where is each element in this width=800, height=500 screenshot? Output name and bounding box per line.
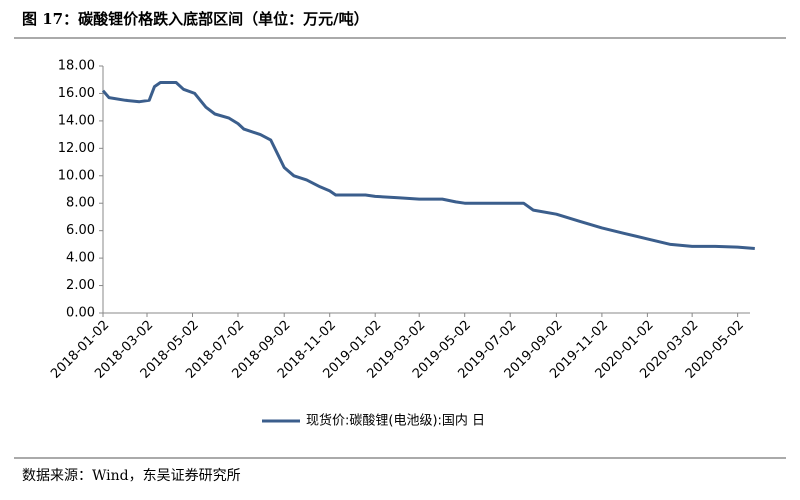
y-tick-label: 12.00 <box>58 141 95 156</box>
y-tick-label: 4.00 <box>66 251 95 266</box>
y-tick-label: 14.00 <box>58 113 95 128</box>
legend-label: 现货价:碳酸锂(电池级):国内 日 <box>306 413 485 429</box>
y-tick-label: 8.00 <box>66 196 95 211</box>
y-tick-label: 16.00 <box>58 86 95 101</box>
chart-title: 图 17：碳酸锂价格跌入底部区间（单位：万元/吨） <box>22 10 369 28</box>
source-note: 数据来源：Wind，东吴证券研究所 <box>22 468 241 484</box>
price-line <box>101 81 755 250</box>
y-tick-label: 10.00 <box>58 168 95 183</box>
y-tick-label: 6.00 <box>66 223 95 238</box>
y-tick-label: 0.00 <box>66 306 95 321</box>
y-tick-label: 18.00 <box>58 59 95 74</box>
y-tick-label: 2.00 <box>66 278 95 293</box>
